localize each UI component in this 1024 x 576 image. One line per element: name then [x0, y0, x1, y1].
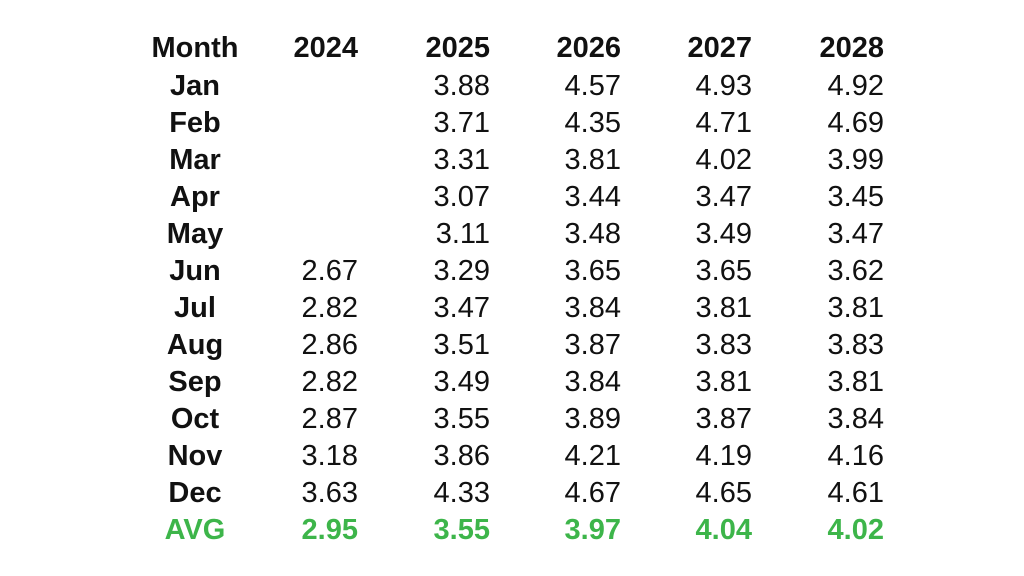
column-header-year: 2028	[819, 32, 884, 64]
table-cell-value: 4.16	[827, 440, 884, 472]
row-label-month: Mar	[169, 144, 221, 176]
table-cell-value: 4.93	[695, 70, 752, 102]
table-cell-value: 4.33	[433, 477, 490, 509]
row-label-month: Nov	[167, 440, 223, 472]
table-cell-value: 3.87	[564, 329, 621, 361]
table-cell-value: 3.81	[827, 366, 884, 398]
table-cell-value: 4.65	[695, 477, 752, 509]
table-cell-value: 4.35	[564, 107, 621, 139]
avg-cell-value: 4.04	[695, 514, 752, 546]
row-label-month: Oct	[170, 403, 220, 435]
table-cell-value: 3.99	[827, 144, 884, 176]
table-cell-value: 2.82	[301, 292, 358, 324]
table-cell-value: 3.48	[564, 218, 621, 250]
table-cell-value: 4.57	[564, 70, 621, 102]
table-cell-value: 4.61	[827, 477, 884, 509]
table-cell-value: 3.81	[695, 292, 752, 324]
row-label-month: Jan	[170, 70, 220, 102]
table-cell-value: 3.47	[827, 218, 884, 250]
table-cell-value: 3.84	[564, 366, 621, 398]
column-header-year: 2024	[293, 32, 358, 64]
avg-cell-value: 3.55	[433, 514, 490, 546]
table-cell-value: 4.69	[827, 107, 884, 139]
avg-cell-value: 2.95	[301, 514, 358, 546]
row-label-month: Dec	[168, 477, 222, 509]
column-header-year: 2026	[556, 32, 621, 64]
table-cell-value: 3.49	[695, 218, 752, 250]
table-cell-value: 3.65	[564, 255, 621, 287]
column-header-year: 2025	[425, 32, 490, 64]
row-label-month: Feb	[169, 107, 221, 139]
table-cell-value: 3.11	[435, 218, 490, 250]
table-cell-value: 2.87	[301, 403, 358, 435]
table-cell-value: 3.49	[433, 366, 490, 398]
table-cell-value: 3.47	[433, 292, 490, 324]
table-cell-value: 3.63	[301, 477, 358, 509]
table-cell-value: 3.62	[827, 255, 884, 287]
table-cell-value: 4.21	[564, 440, 621, 472]
avg-cell-value: 4.02	[827, 514, 884, 546]
table-cell-value: 3.81	[695, 366, 752, 398]
table-cell-value: 3.87	[695, 403, 752, 435]
table-cell-value: 3.31	[433, 144, 490, 176]
table-cell-value: 2.67	[301, 255, 358, 287]
table-cell-value: 4.67	[564, 477, 621, 509]
row-label-month: Aug	[166, 329, 224, 361]
table-cell-value: 3.88	[433, 70, 490, 102]
table-cell-value: 3.81	[564, 144, 621, 176]
table-cell-value: 3.65	[695, 255, 752, 287]
table-cell-value: 3.18	[301, 440, 358, 472]
table-cell-value: 3.71	[433, 107, 490, 139]
row-label-month: Jun	[169, 255, 221, 287]
table-cell-value: 3.83	[827, 329, 884, 361]
table-cell-value: 3.29	[433, 255, 490, 287]
table-cell-value: 4.71	[695, 107, 752, 139]
row-label-month: Sep	[168, 366, 222, 398]
table-cell-value: 3.84	[564, 292, 621, 324]
table-cell-value: 3.55	[433, 403, 490, 435]
table-cell-value: 4.92	[827, 70, 884, 102]
row-label-month: Jul	[174, 292, 216, 324]
table-cell-value: 3.07	[433, 181, 490, 213]
table-cell-value: 3.86	[433, 440, 490, 472]
table-cell-value: 2.86	[301, 329, 358, 361]
row-label-avg: AVG	[164, 514, 226, 546]
table-cell-value: 3.81	[827, 292, 884, 324]
table-cell-value: 3.83	[695, 329, 752, 361]
table-cell-value: 3.51	[433, 329, 490, 361]
table-cell-value: 4.02	[695, 144, 752, 176]
table-cell-value: 3.45	[827, 181, 884, 213]
table-cell-value: 3.84	[827, 403, 884, 435]
column-header-year: 2027	[687, 32, 752, 64]
row-label-month: May	[166, 218, 224, 250]
avg-cell-value: 3.97	[564, 514, 621, 546]
table-cell-value: 2.82	[301, 366, 358, 398]
column-header-month: Month	[151, 32, 239, 64]
table-cell-value: 3.89	[564, 403, 621, 435]
table-cell-value: 3.44	[564, 181, 621, 213]
table-cell-value: 3.47	[695, 181, 752, 213]
row-label-month: Apr	[170, 181, 220, 213]
table-cell-value: 4.19	[695, 440, 752, 472]
